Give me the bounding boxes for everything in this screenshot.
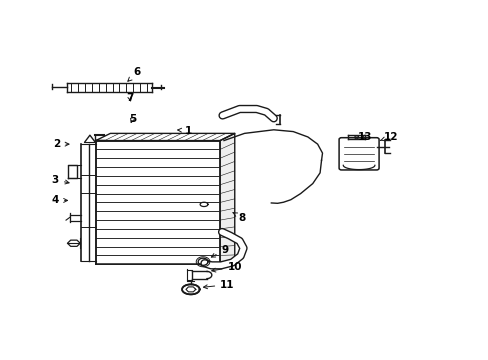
Text: 10: 10 (211, 262, 242, 272)
Text: 2: 2 (53, 139, 69, 149)
Polygon shape (220, 134, 234, 264)
Polygon shape (182, 284, 199, 294)
Polygon shape (96, 140, 220, 264)
Polygon shape (96, 134, 234, 140)
Text: 8: 8 (232, 213, 245, 222)
FancyBboxPatch shape (338, 138, 378, 170)
Text: 11: 11 (203, 280, 234, 290)
Text: 7: 7 (126, 93, 133, 103)
Text: 13: 13 (357, 132, 372, 142)
Text: 1: 1 (177, 126, 192, 135)
Text: 3: 3 (52, 175, 69, 185)
Text: 12: 12 (380, 132, 397, 142)
Text: 6: 6 (127, 67, 141, 81)
Text: 4: 4 (52, 195, 67, 206)
Text: 5: 5 (128, 114, 136, 124)
Text: 9: 9 (211, 245, 228, 257)
